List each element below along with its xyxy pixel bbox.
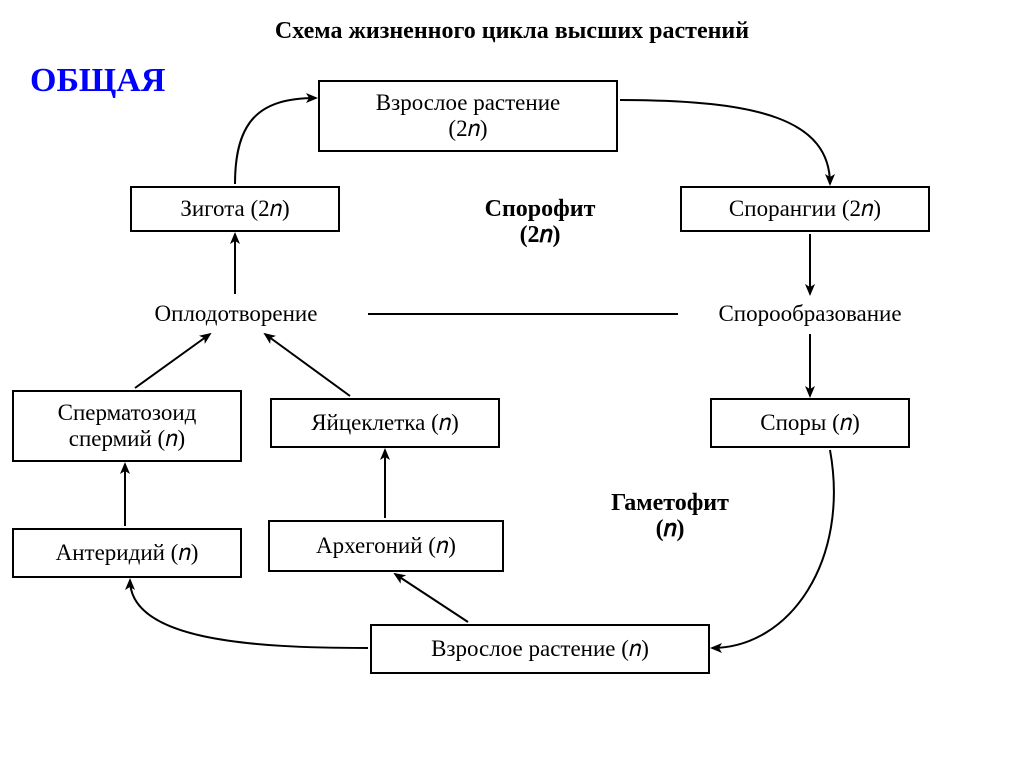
edge-zygote-adult2n — [235, 98, 316, 184]
node-spermatozoid: Сперматозоид спермий (𝑛) — [12, 390, 242, 462]
edge-adultn-anther — [130, 580, 368, 648]
node-fertilization: Оплодотворение — [106, 296, 366, 332]
edge-sperm-fertil — [135, 334, 210, 388]
node-sporogenesis: Спорообразование — [680, 296, 940, 332]
edge-egg-fertil — [265, 334, 350, 396]
node-adult-plant-2n: Взрослое растение (2𝑛) — [318, 80, 618, 152]
edge-spores-adultn — [712, 450, 834, 648]
node-antheridium: Антеридий (𝑛) — [12, 528, 242, 578]
node-adult-plant-n: Взрослое растение (𝑛) — [370, 624, 710, 674]
node-archegonium: Архегоний (𝑛) — [268, 520, 504, 572]
node-egg-cell: Яйцеклетка (𝑛) — [270, 398, 500, 448]
diagram-subtitle: ОБЩАЯ — [30, 62, 165, 100]
diagram-title: Схема жизненного цикла высших растений — [0, 18, 1024, 45]
edge-adult2n-sporangia — [620, 100, 830, 184]
label-gametophyte: Гаметофит (𝑛) — [570, 490, 770, 543]
node-sporangia: Спорангии (2𝑛) — [680, 186, 930, 232]
node-spores: Споры (𝑛) — [710, 398, 910, 448]
edge-adultn-archeg — [395, 574, 468, 622]
node-zygote: Зигота (2𝑛) — [130, 186, 340, 232]
label-sporophyte: Спорофит (2𝑛) — [440, 196, 640, 249]
